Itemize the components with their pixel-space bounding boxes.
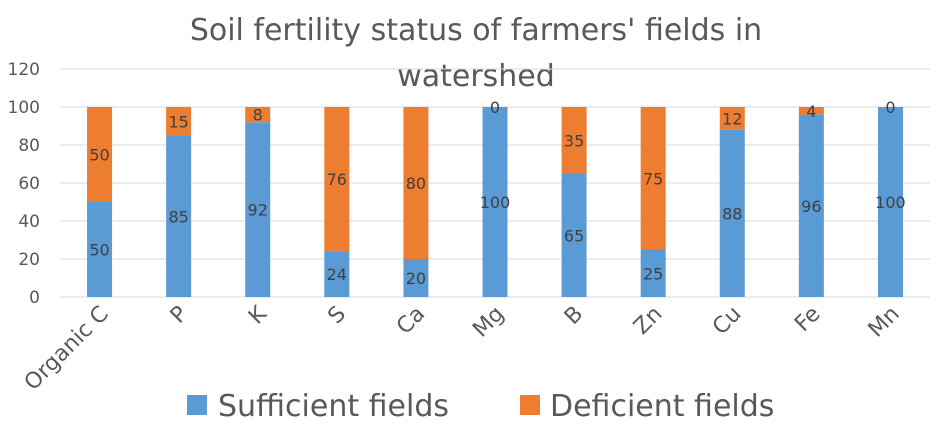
x-category-label: B <box>560 302 588 330</box>
x-category-label: Cu <box>708 302 746 340</box>
x-category-label: S <box>324 302 352 330</box>
chart-title-line-2: watershed <box>397 59 555 94</box>
sufficient-data-label: 25 <box>643 264 663 283</box>
y-tick-label: 60 <box>18 174 40 194</box>
legend-label: Deficient fields <box>550 389 774 424</box>
deficient-bar-segment <box>87 107 113 202</box>
deficient-bar-segment <box>561 107 587 174</box>
deficient-data-label: 80 <box>406 174 426 193</box>
y-tick-label: 20 <box>18 250 40 270</box>
deficient-data-label: 4 <box>806 102 816 121</box>
chart-title: Soil fertility status of farmers' fields… <box>0 8 952 100</box>
deficient-data-label: 76 <box>327 170 347 189</box>
x-category-label: Mn <box>864 302 905 343</box>
deficient-bar-segment <box>403 107 429 259</box>
y-tick-label: 80 <box>18 136 40 156</box>
deficient-data-label: 35 <box>564 131 584 150</box>
deficient-data-label: 8 <box>253 106 263 125</box>
sufficient-bar-segment <box>245 122 271 297</box>
deficient-data-label: 75 <box>643 169 663 188</box>
sufficient-bar-segment <box>87 202 113 297</box>
x-category-label: Zn <box>629 302 667 340</box>
sufficient-data-label: 100 <box>875 193 906 212</box>
deficient-bar-segment <box>798 107 824 115</box>
deficient-bar-segment <box>719 107 745 130</box>
sufficient-data-label: 20 <box>406 269 426 288</box>
sufficient-data-label: 96 <box>801 197 821 216</box>
x-category-label: Mg <box>468 302 509 343</box>
sufficient-bar-segment <box>877 107 903 297</box>
sufficient-data-label: 24 <box>327 265 347 284</box>
sufficient-bar-segment <box>561 173 587 297</box>
sufficient-data-label: 65 <box>564 226 584 245</box>
chart-title-line-1: Soil fertility status of farmers' fields… <box>189 13 763 48</box>
x-category-label: Ca <box>392 302 430 340</box>
deficient-data-label: 0 <box>490 98 500 117</box>
sufficient-bar-segment <box>403 259 429 297</box>
sufficient-bar-segment <box>166 135 192 297</box>
x-axis-category-labels: Organic C P K S Ca Mg B Zn Cu Fe Mn <box>20 301 905 395</box>
legend-swatch <box>187 395 207 415</box>
deficient-bar-segment <box>245 107 271 123</box>
sufficient-data-label: 88 <box>722 204 742 223</box>
sufficient-data-label: 85 <box>168 207 188 226</box>
legend-swatch <box>520 395 540 415</box>
y-tick-label: 0 <box>29 288 40 308</box>
sufficient-bar-segment <box>324 251 350 297</box>
sufficient-data-label: 100 <box>480 193 511 212</box>
deficient-bar-segment <box>640 107 666 250</box>
y-axis-tick-labels: 0 20 40 60 80 100 120 <box>8 60 40 308</box>
y-tick-label: 40 <box>18 212 40 232</box>
deficient-data-label: 50 <box>89 146 109 165</box>
deficient-data-label: 12 <box>722 109 742 128</box>
sufficient-bar-segment <box>719 129 745 297</box>
x-category-label: Fe <box>790 302 825 337</box>
data-labels: 50 50 85 15 92 8 24 76 20 80 100 0 65 35 25 75 88 12 96 4 10… <box>89 98 905 288</box>
bars <box>87 107 903 297</box>
legend: Sufficient fields Deficient fields <box>187 389 774 424</box>
sufficient-bar-segment <box>798 114 824 297</box>
deficient-bar-segment <box>324 107 350 252</box>
sufficient-data-label: 50 <box>89 241 109 260</box>
sufficient-bar-segment <box>482 107 508 297</box>
x-category-label: K <box>244 301 272 329</box>
y-tick-label: 120 <box>8 60 40 80</box>
sufficient-bar-segment <box>640 249 666 297</box>
x-category-label: Organic C <box>20 302 114 396</box>
y-tick-label: 100 <box>8 98 40 118</box>
deficient-data-label: 15 <box>168 112 188 131</box>
sufficient-data-label: 92 <box>248 201 268 220</box>
x-category-label: P <box>166 302 193 329</box>
legend-label: Sufficient fields <box>218 389 449 424</box>
deficient-bar-segment <box>166 107 192 136</box>
deficient-data-label: 0 <box>885 98 895 117</box>
